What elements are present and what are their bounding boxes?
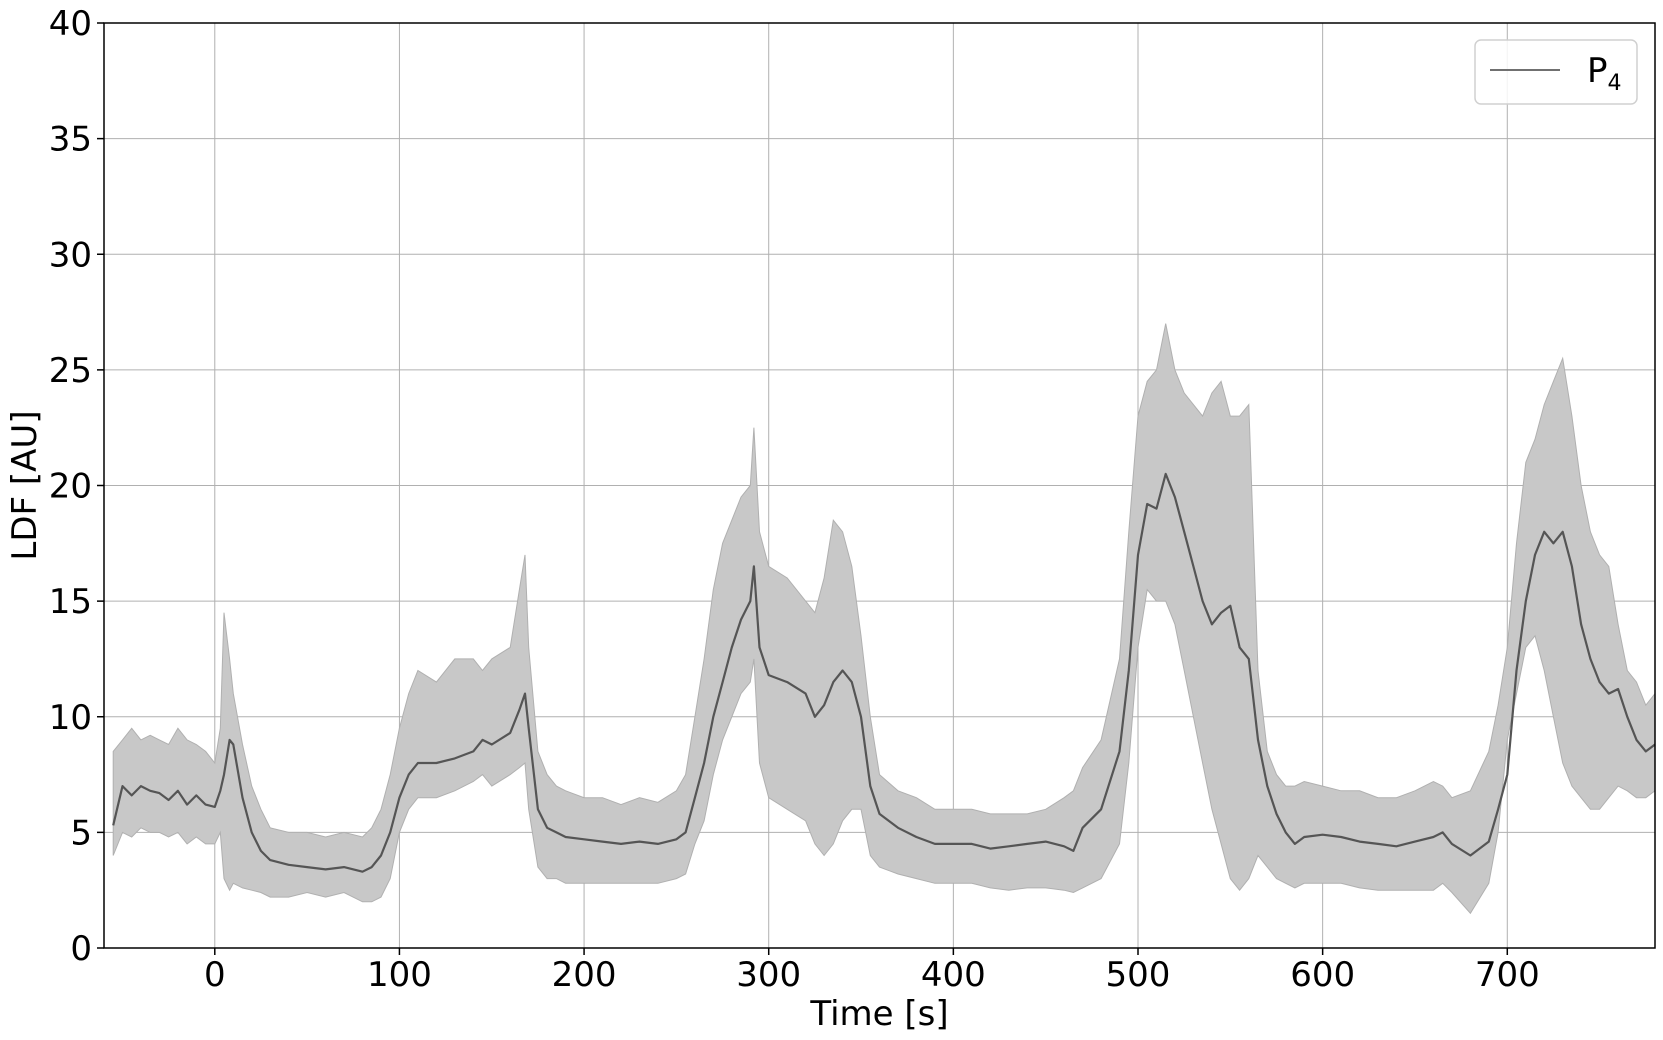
x-tick-label: 600 — [1290, 955, 1355, 995]
x-tick-label: 500 — [1106, 955, 1171, 995]
y-tick-label: 40 — [49, 4, 92, 44]
legend-label: P4 — [1587, 51, 1622, 96]
legend-series-subscript: 4 — [1608, 71, 1622, 96]
x-tick-label: 100 — [367, 955, 432, 995]
y-tick-label: 5 — [70, 813, 92, 853]
y-tick-label: 25 — [49, 351, 92, 391]
legend-series-name: P — [1587, 51, 1608, 91]
series-mean-line — [112, 472, 1656, 873]
y-tick-label: 30 — [49, 235, 92, 275]
legend-box — [1474, 39, 1638, 105]
y-axis-ticks: 0 5 10 15 20 25 30 35 40 — [49, 4, 104, 969]
x-tick-label: 400 — [921, 955, 986, 995]
y-tick-label: 15 — [49, 582, 92, 622]
y-tick-label: 10 — [49, 698, 92, 738]
x-tick-label: 300 — [736, 955, 801, 995]
mean-line-layer — [112, 472, 1656, 873]
y-tick-label: 35 — [49, 120, 92, 160]
y-axis-label: LDF [AU] — [5, 410, 45, 560]
x-tick-label: 0 — [204, 955, 226, 995]
y-tick-label: 20 — [49, 467, 92, 507]
x-tick-label: 200 — [552, 955, 617, 995]
x-axis-label: Time [s] — [809, 994, 948, 1034]
x-axis-ticks: 0 100 200 300 400 500 600 700 — [204, 948, 1540, 995]
x-tick-label: 700 — [1475, 955, 1540, 995]
y-tick-label: 0 — [70, 929, 92, 969]
legend: P4 — [1474, 39, 1638, 105]
